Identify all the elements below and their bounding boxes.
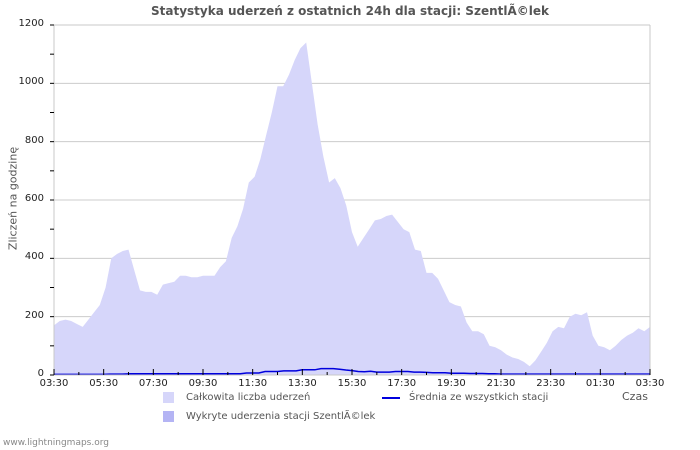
axes <box>50 24 651 376</box>
detected-swatch-icon <box>163 411 174 422</box>
y-tick-label: 1200 <box>18 18 44 29</box>
chart-title: Statystyka uderzeń z ostatnich 24h dla s… <box>150 4 549 18</box>
x-tick-label: 03:30 <box>39 378 69 389</box>
legend-average: Średnia ze wszystkich stacji <box>382 392 548 403</box>
total-strikes-area <box>54 42 650 375</box>
x-tick-label: 05:30 <box>89 378 119 389</box>
x-axis-label: Czas <box>622 390 648 403</box>
legend-total: Całkowita liczba uderzeń <box>163 392 310 403</box>
y-tick-label: 600 <box>24 193 44 204</box>
legend-total-label: Całkowita liczba uderzeń <box>186 392 311 403</box>
y-tick-label: 400 <box>24 251 44 263</box>
x-tick-label: 01:30 <box>585 378 615 389</box>
x-tick-label: 23:30 <box>536 378 566 389</box>
legend-average-label: Średnia ze wszystkich stacji <box>409 392 549 403</box>
average-line-swatch-icon <box>382 396 400 399</box>
total-swatch-icon <box>163 392 174 403</box>
x-tick-label: 17:30 <box>387 378 417 389</box>
footer-link[interactable]: www.lightningmaps.org <box>3 438 109 448</box>
legend-detected-label: Wykryte uderzenia stacji SzentlÃ©lek <box>186 411 376 422</box>
y-tick-label: 0 <box>37 368 44 379</box>
y-tick-label: 800 <box>24 134 44 146</box>
legend-detected: Wykryte uderzenia stacji SzentlÃ©lek <box>163 411 375 422</box>
y-tick-label: 200 <box>24 309 44 321</box>
y-tick-label: 1000 <box>18 76 44 88</box>
x-tick-label: 07:30 <box>138 378 168 389</box>
x-tick-label: 15:30 <box>337 378 367 389</box>
x-tick-label: 19:30 <box>436 378 466 389</box>
x-tick-label: 09:30 <box>188 378 218 389</box>
x-tick-label: 13:30 <box>287 378 317 389</box>
x-tick-label: 03:30 <box>635 378 665 389</box>
x-tick-label: 11:30 <box>238 378 268 389</box>
x-tick-label: 21:30 <box>486 378 516 389</box>
